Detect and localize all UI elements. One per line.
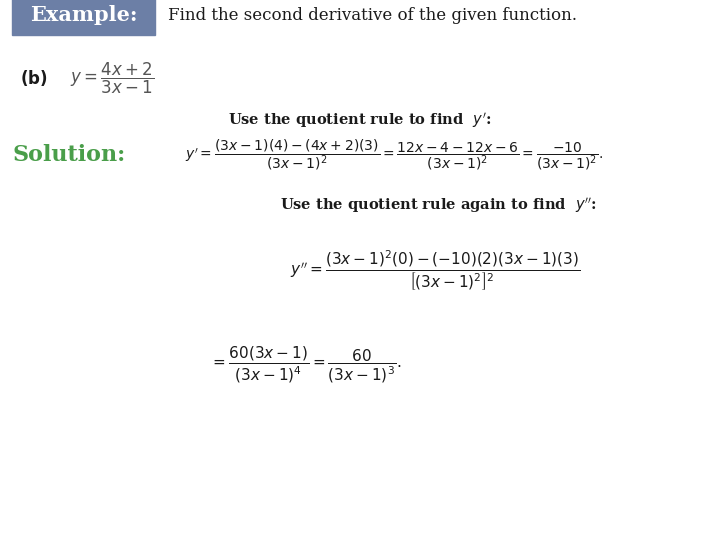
Text: Solution:: Solution: [12,144,125,166]
Text: $=\dfrac{60(3x-1)}{(3x-1)^4}=\dfrac{60}{(3x-1)^3}.$: $=\dfrac{60(3x-1)}{(3x-1)^4}=\dfrac{60}{… [210,345,402,385]
Text: $y'=\dfrac{(3x-1)(4)-(4x+2)(3)}{(3x-1)^2}=\dfrac{12x-4-12x-6}{(3x-1)^2}=\dfrac{-: $y'=\dfrac{(3x-1)(4)-(4x+2)(3)}{(3x-1)^2… [185,138,603,172]
Text: $y=\dfrac{4x+2}{3x-1}$: $y=\dfrac{4x+2}{3x-1}$ [70,60,154,96]
Text: $y''=\dfrac{(3x-1)^2(0)-(-10)(2)(3x-1)(3)}{\left[(3x-1)^2\right]^2}$: $y''=\dfrac{(3x-1)^2(0)-(-10)(2)(3x-1)(3… [290,248,580,292]
Text: Use the quotient rule to find  $y'$:: Use the quotient rule to find $y'$: [228,110,492,130]
Text: $\mathbf{(b)}$: $\mathbf{(b)}$ [20,68,48,88]
Text: Use the quotient rule again to find  $y''$:: Use the quotient rule again to find $y''… [280,195,597,215]
Text: Find the second derivative of the given function.: Find the second derivative of the given … [168,6,577,24]
FancyBboxPatch shape [12,0,155,35]
Text: Example:: Example: [30,5,138,25]
